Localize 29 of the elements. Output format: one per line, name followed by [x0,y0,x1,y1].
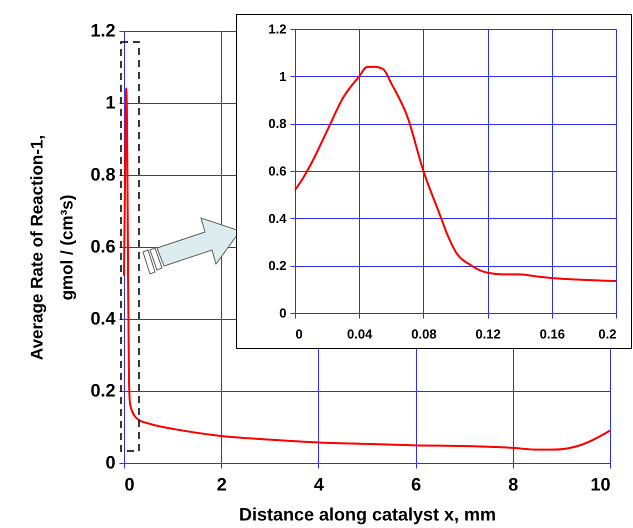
x-tick-label: 0 [296,326,303,342]
y-tick-label: 1 [279,68,286,84]
x-tick-label: 0.16 [540,326,565,342]
x-tick-label: 0 [124,474,135,494]
x-axis-title: Distance along catalyst x, mm [238,504,496,524]
x-tick-label: 0.12 [475,326,501,342]
y-axis-title: Average Rate of Reaction-1, gmol / (cm³s) [27,134,76,360]
y-tick-label: 0.2 [90,380,116,400]
y-tick-label: 1 [105,92,116,112]
y-tick-label: 0 [105,452,116,472]
x-tick-label: 0.2 [598,326,616,342]
x-tick-label: 0.04 [347,326,374,342]
y-tick-label: 0.4 [90,308,116,328]
x-tick-label: 10 [590,474,610,494]
y-tick-label: 0.2 [268,258,286,274]
y-tick-label: 0.4 [268,210,288,226]
x-tick-label: 0.08 [411,326,437,342]
y-tick-label: 0.8 [268,116,286,132]
y-tick-label: 1.2 [268,22,286,36]
x-tick-label: 4 [314,474,324,494]
y-tick-label: 0.8 [90,164,116,184]
line-series [294,66,617,282]
x-tick-label: 6 [411,474,422,494]
y-tick-label: 0.6 [90,236,116,256]
y-tick-label: 0.6 [268,164,286,178]
x-tick-label: 2 [216,474,227,494]
x-tick-label: 8 [508,474,518,494]
y-tick-label: 0 [279,306,286,320]
y-tick-label: 1.2 [90,20,116,40]
